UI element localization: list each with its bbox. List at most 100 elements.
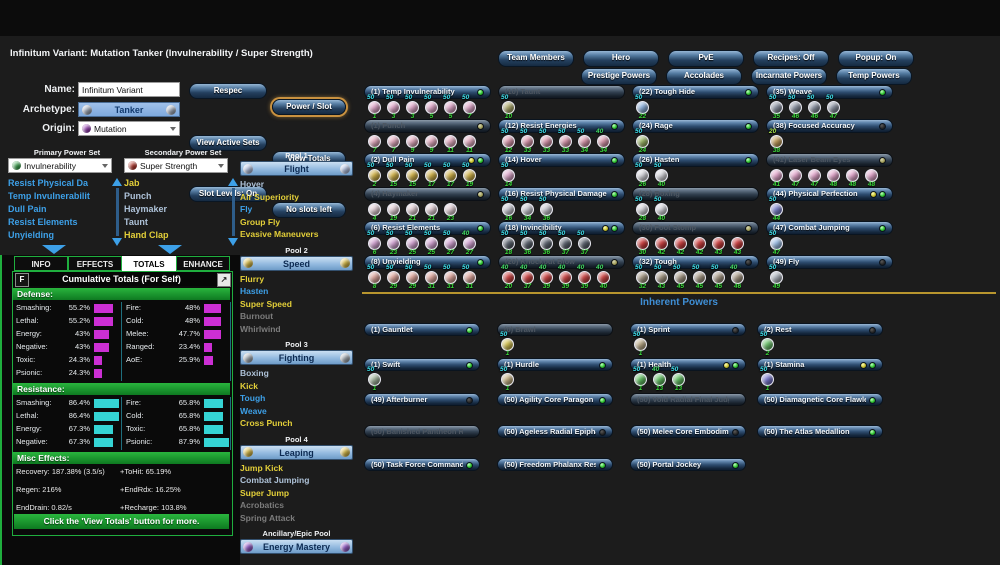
power-bar-laser-beam-eyes[interactable]: (41) Laser Beam Eyes: [766, 153, 893, 167]
enhancement-slot[interactable]: 23: [442, 201, 461, 222]
power-bar-afterburner[interactable]: (49) Afterburner: [364, 393, 480, 406]
enhancement-slot[interactable]: 50 6: [366, 230, 385, 256]
enhancement-orb-icon[interactable]: [444, 271, 457, 284]
pool-item-kick[interactable]: Kick: [240, 380, 258, 391]
pool-item-evasive-maneuvers[interactable]: Evasive Maneuvers: [240, 229, 319, 239]
power-bar-melee-core-embodiment[interactable]: (50) Melee Core Embodiment: [630, 425, 746, 438]
power-toggle-led-green[interactable]: [879, 89, 886, 96]
enhancement-orb-icon[interactable]: [846, 169, 859, 182]
enhancement-orb-icon[interactable]: [463, 237, 476, 250]
power-bar-focused-accuracy[interactable]: (38) Focused Accuracy: [766, 119, 893, 133]
enhancement-slot[interactable]: 50 27: [442, 230, 461, 256]
enhancement-orb-icon[interactable]: [521, 271, 534, 284]
enhancement-slot[interactable]: 7: [366, 133, 385, 154]
enhancement-slot[interactable]: 50 1: [499, 331, 518, 357]
enhancement-orb-icon[interactable]: [655, 237, 668, 250]
enhancement-slot[interactable]: 48: [825, 167, 844, 188]
pool-item-super-jump[interactable]: Super Jump: [240, 487, 290, 498]
enhancement-slot[interactable]: 48: [844, 167, 863, 188]
enhancement-slot[interactable]: 50 37: [576, 230, 595, 256]
enhancement-slot[interactable]: 50 17: [423, 162, 442, 188]
pool-item-super-speed[interactable]: Super Speed: [240, 298, 292, 309]
primary-more-indicator-icon[interactable]: [42, 245, 66, 254]
power-toggle-led-dark[interactable]: [745, 259, 752, 266]
power-toggle-led-dark[interactable]: [732, 429, 739, 436]
enhancement-slot[interactable]: 21: [423, 201, 442, 222]
power-toggle-led-green[interactable]: [477, 89, 484, 96]
power-toggle-led-green[interactable]: [466, 362, 473, 369]
respec-button[interactable]: Respec: [189, 83, 267, 99]
enhancement-slot[interactable]: 48: [863, 167, 882, 188]
enhancement-slot[interactable]: 40 46: [729, 264, 748, 290]
enhancement-slot[interactable]: 42: [691, 235, 710, 256]
power-bar-rage[interactable]: (24) Rage: [632, 119, 759, 133]
enhancement-orb-icon[interactable]: [425, 271, 438, 284]
power-toggle-led-yellow[interactable]: [611, 259, 618, 266]
enhancement-slot[interactable]: 50 5: [423, 94, 442, 120]
enhancement-orb-icon[interactable]: [406, 203, 419, 216]
pool-item-hasten[interactable]: Hasten: [240, 286, 269, 296]
enhancement-slot[interactable]: 50 32: [634, 264, 653, 290]
enhancement-slot[interactable]: 50 18: [500, 230, 519, 256]
enhancement-orb-icon[interactable]: [387, 237, 400, 250]
enhancement-orb-icon[interactable]: [731, 237, 744, 250]
enhancement-slot[interactable]: 50 1: [632, 366, 651, 392]
enhancement-orb-icon[interactable]: [578, 237, 591, 250]
power-toggle-led-green[interactable]: [732, 462, 739, 469]
power-toggle-led-green[interactable]: [599, 462, 606, 469]
enhancement-orb-icon[interactable]: [672, 373, 685, 386]
enhancement-orb-icon[interactable]: [636, 271, 649, 284]
enhancement-slot[interactable]: 50 45: [691, 264, 710, 290]
power-bar-combat-jumping[interactable]: (47) Combat Jumping: [766, 221, 893, 235]
power-toggle-led-yellow[interactable]: [477, 191, 484, 198]
secondary-more-indicator-icon[interactable]: [158, 245, 182, 254]
enhancement-slot[interactable]: 50 36: [538, 196, 557, 222]
enhancement-slot[interactable]: 50 43: [653, 264, 672, 290]
enhancement-orb-icon[interactable]: [463, 135, 476, 148]
enhancement-orb-icon[interactable]: [761, 338, 774, 351]
primary-scroll-down-icon[interactable]: [112, 238, 122, 246]
pool-item-whirlwind[interactable]: Whirlwind: [240, 323, 281, 334]
power-bar-taunt[interactable]: (10) Taunt: [498, 85, 625, 99]
power-bar-swift[interactable]: (1) Swift: [364, 358, 480, 371]
enhancement-orb-icon[interactable]: [653, 373, 666, 386]
enhancement-orb-icon[interactable]: [368, 169, 381, 182]
power-bar-fly[interactable]: (49) Fly: [766, 255, 893, 269]
enhancement-orb-icon[interactable]: [634, 373, 647, 386]
power-bar-void-radial-final-judgement[interactable]: (50) Void Radial Final Judgement: [630, 393, 746, 406]
enhancement-orb-icon[interactable]: [597, 271, 610, 284]
enhancement-orb-icon[interactable]: [368, 237, 381, 250]
primary-powerset-dropdown[interactable]: Invulnerability: [8, 158, 112, 173]
power-toggle-led-yellow[interactable]: [860, 362, 867, 369]
enhancement-slot[interactable]: 40 40: [595, 264, 614, 290]
enhancement-slot[interactable]: 9: [404, 133, 423, 154]
enhancement-slot[interactable]: 30: [634, 235, 653, 256]
power-bar-resist-elements[interactable]: (6) Resist Elements: [364, 221, 491, 235]
enhancement-slot[interactable]: 41: [768, 167, 787, 188]
powerset-item-temp-invulnerabilit[interactable]: Temp Invulnerabilit: [8, 191, 90, 201]
enhancement-orb-icon[interactable]: [521, 203, 534, 216]
power-toggle-led-yellow[interactable]: [602, 225, 609, 232]
power-toggle-led-green[interactable]: [745, 157, 752, 164]
enhancement-orb-icon[interactable]: [387, 203, 400, 216]
power-bar-dull-pain[interactable]: (2) Dull Pain: [364, 153, 491, 167]
enhancement-orb-icon[interactable]: [636, 237, 649, 250]
button-incarnate-powers[interactable]: Incarnate Powers: [751, 68, 827, 85]
power-toggle-led-green[interactable]: [477, 157, 484, 164]
power-bar-freedom-phalanx-reserve[interactable]: (50) Freedom Phalanx Reserve: [497, 458, 613, 471]
enhancement-slot[interactable]: 43: [710, 235, 729, 256]
power-toggle-led-green[interactable]: [879, 191, 886, 198]
enhancement-orb-icon[interactable]: [712, 271, 725, 284]
enhancement-orb-icon[interactable]: [636, 101, 649, 114]
enhancement-orb-icon[interactable]: [368, 373, 381, 386]
enhancement-slot[interactable]: 9: [423, 133, 442, 154]
enhancement-orb-icon[interactable]: [674, 237, 687, 250]
power-slot-button[interactable]: Power / Slot: [272, 99, 346, 115]
power-toggle-led-green[interactable]: [745, 89, 752, 96]
pool-item-jump-kick[interactable]: Jump Kick: [240, 462, 283, 473]
no-slots-left-button[interactable]: No slots left: [272, 202, 346, 218]
enhancement-slot[interactable]: 50 46: [787, 94, 806, 120]
power-toggle-led-green[interactable]: [466, 327, 473, 334]
pool-item-acrobatics[interactable]: Acrobatics: [240, 500, 284, 510]
enhancement-slot[interactable]: 50 34: [519, 196, 538, 222]
